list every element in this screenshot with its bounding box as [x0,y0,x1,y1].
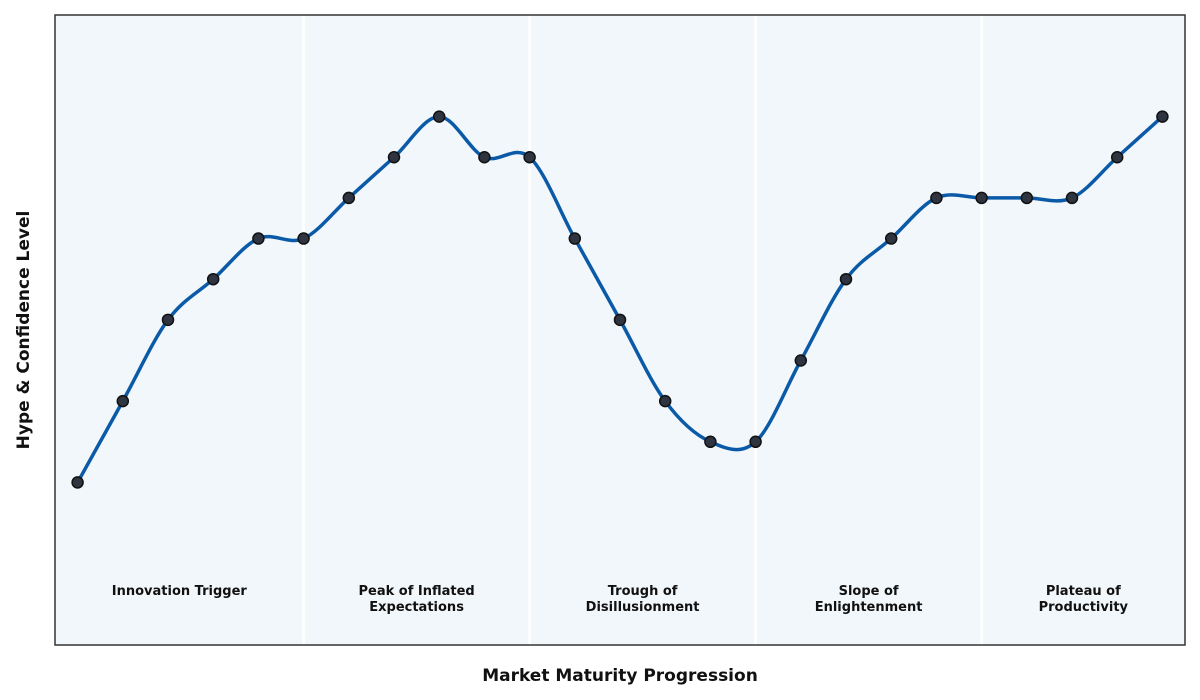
phase-label: Slope of [839,584,899,599]
phase-labels: Innovation Trigger Peak of InflatedExpect… [112,584,1129,615]
data-point [432,110,446,123]
data-point [1110,151,1124,164]
data-point [387,151,401,164]
data-point [1020,191,1034,205]
data-point [1156,110,1169,123]
plot-background [55,15,1185,645]
phase-label: Expectations [369,600,464,615]
data-point [71,476,84,489]
data-point [794,354,808,367]
x-axis-title: Market Maturity Progression [482,666,758,686]
phase-label: Peak of Inflated [358,584,474,599]
data-point [884,232,898,245]
data-markers [71,110,1169,489]
data-point [342,191,356,205]
data-point [161,313,175,327]
data-point [930,191,943,205]
data-point [613,313,627,327]
phase-dividers [302,15,983,645]
plot-frame [54,14,1186,646]
data-point [297,232,310,245]
data-point [252,232,265,245]
phase-label: Plateau of [1046,584,1121,599]
phase-label: Disillusionment [586,600,700,615]
phase-label: Innovation Trigger [112,584,248,599]
data-point [975,191,988,205]
phase-label: Enlightenment [815,600,923,615]
data-point [568,232,582,245]
data-point [116,394,130,408]
data-point [478,151,491,164]
data-point [206,272,220,286]
data-point [523,151,536,164]
data-point [749,435,762,449]
phase-label: Productivity [1039,600,1129,615]
data-point [1065,191,1079,205]
data-point [658,394,672,408]
phase-label: Trough of [608,584,678,599]
y-axis-title: Hype & Confidence Level [14,211,34,450]
data-point [704,435,717,449]
data-point [839,272,853,286]
